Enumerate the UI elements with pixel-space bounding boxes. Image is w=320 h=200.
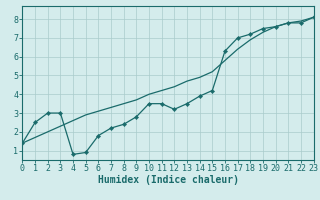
X-axis label: Humidex (Indice chaleur): Humidex (Indice chaleur) [98, 175, 238, 185]
